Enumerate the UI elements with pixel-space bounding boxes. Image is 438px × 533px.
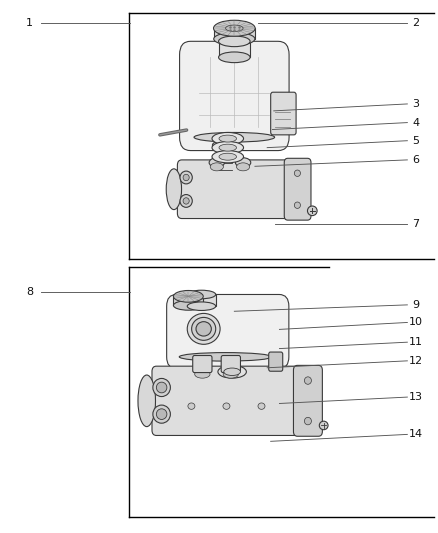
Ellipse shape: [212, 150, 244, 163]
Ellipse shape: [219, 154, 237, 160]
Ellipse shape: [307, 206, 317, 215]
Ellipse shape: [219, 36, 250, 47]
Text: 8: 8: [26, 287, 33, 296]
Ellipse shape: [210, 163, 223, 171]
Ellipse shape: [194, 364, 211, 375]
Ellipse shape: [223, 370, 238, 378]
FancyBboxPatch shape: [221, 356, 240, 373]
Text: 10: 10: [409, 318, 423, 327]
Ellipse shape: [294, 202, 300, 208]
Ellipse shape: [173, 301, 203, 310]
Text: 11: 11: [409, 337, 423, 347]
FancyBboxPatch shape: [284, 158, 311, 220]
Text: 12: 12: [409, 356, 423, 366]
Ellipse shape: [258, 403, 265, 409]
FancyBboxPatch shape: [268, 352, 283, 371]
Ellipse shape: [222, 364, 240, 375]
Bar: [187, 294, 215, 306]
Bar: [214, 28, 255, 39]
Ellipse shape: [192, 317, 215, 340]
Bar: [219, 42, 250, 58]
Ellipse shape: [218, 366, 246, 378]
Ellipse shape: [219, 144, 237, 151]
Ellipse shape: [194, 133, 275, 142]
Ellipse shape: [209, 158, 225, 167]
Text: 7: 7: [413, 219, 420, 229]
Text: 4: 4: [413, 118, 420, 127]
FancyBboxPatch shape: [177, 160, 296, 219]
Ellipse shape: [236, 158, 251, 167]
Ellipse shape: [179, 353, 272, 361]
Ellipse shape: [188, 403, 195, 409]
Ellipse shape: [226, 25, 243, 31]
Ellipse shape: [166, 169, 181, 209]
Text: 6: 6: [413, 155, 420, 165]
FancyBboxPatch shape: [293, 366, 322, 436]
Ellipse shape: [219, 135, 237, 142]
Text: 2: 2: [413, 19, 420, 28]
Ellipse shape: [156, 409, 167, 419]
Ellipse shape: [183, 174, 189, 181]
Ellipse shape: [183, 198, 189, 204]
Ellipse shape: [219, 52, 250, 63]
Ellipse shape: [304, 377, 311, 384]
Ellipse shape: [187, 302, 216, 310]
Ellipse shape: [138, 375, 155, 426]
Ellipse shape: [180, 171, 192, 184]
Ellipse shape: [153, 378, 170, 397]
Ellipse shape: [156, 382, 167, 393]
Ellipse shape: [224, 368, 240, 376]
Ellipse shape: [294, 170, 300, 176]
Ellipse shape: [173, 290, 203, 302]
Ellipse shape: [187, 313, 220, 344]
Ellipse shape: [212, 140, 239, 151]
Ellipse shape: [212, 132, 244, 144]
Text: 14: 14: [409, 430, 423, 439]
Text: 9: 9: [413, 300, 420, 310]
Ellipse shape: [214, 20, 255, 36]
Ellipse shape: [180, 195, 192, 207]
FancyBboxPatch shape: [193, 356, 212, 373]
Ellipse shape: [319, 421, 328, 430]
Ellipse shape: [187, 290, 216, 298]
Ellipse shape: [223, 403, 230, 409]
FancyBboxPatch shape: [166, 294, 289, 369]
Text: 3: 3: [413, 99, 420, 109]
FancyBboxPatch shape: [180, 42, 289, 151]
Text: 13: 13: [409, 392, 423, 402]
Text: 1: 1: [26, 19, 33, 28]
Ellipse shape: [153, 405, 170, 423]
Ellipse shape: [196, 321, 211, 336]
FancyBboxPatch shape: [152, 366, 305, 435]
Ellipse shape: [304, 417, 311, 425]
Text: 5: 5: [413, 136, 420, 146]
Ellipse shape: [212, 142, 244, 154]
Ellipse shape: [237, 163, 250, 171]
Ellipse shape: [214, 33, 255, 45]
Ellipse shape: [195, 370, 210, 378]
FancyBboxPatch shape: [271, 92, 296, 135]
Bar: [173, 296, 203, 305]
